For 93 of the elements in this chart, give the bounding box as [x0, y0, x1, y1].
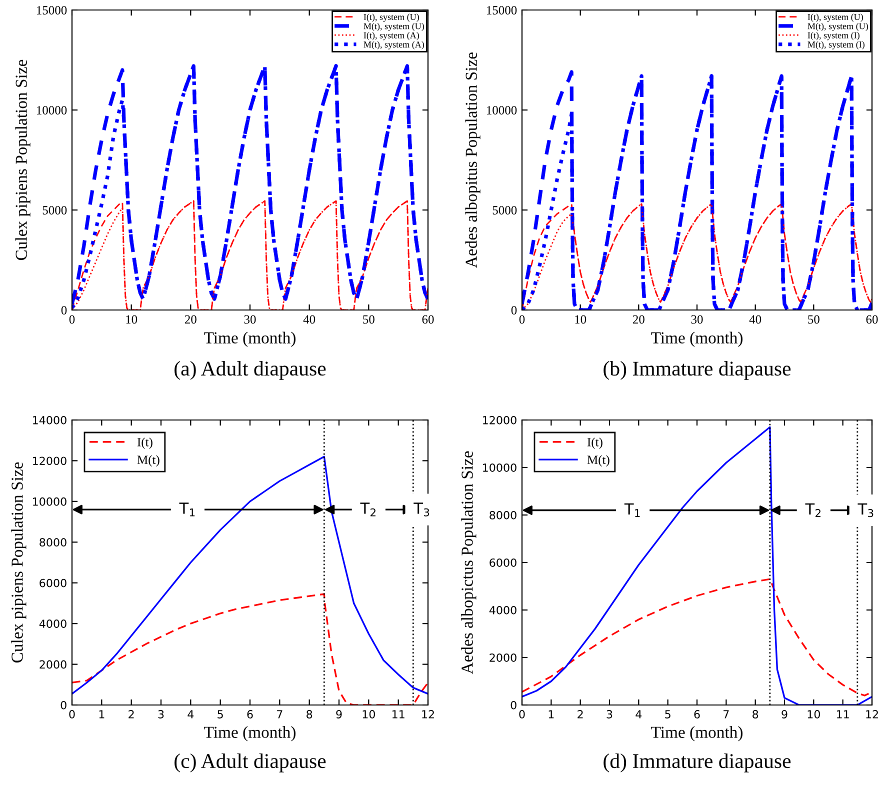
x-tick-label: 40 — [303, 315, 316, 324]
x-tick-label: 1 — [99, 710, 104, 718]
x-tick-label: 2 — [578, 710, 583, 718]
x-tick-label: 50 — [363, 315, 374, 324]
y-tick-label: 10000 — [33, 497, 66, 506]
y-tick-label: 4000 — [39, 620, 66, 628]
legend-label: M(t) — [587, 455, 610, 467]
x-tick-label: 6 — [694, 710, 700, 718]
y-tick-label: 10000 — [486, 106, 517, 114]
x-tick-label: 0 — [69, 315, 75, 324]
x-axis-title: Time (month) — [651, 332, 742, 347]
y-tick-label: 5000 — [492, 206, 517, 214]
annotation: T$_{1}$ — [624, 503, 640, 517]
x-tick-label: 0 — [69, 710, 75, 718]
x-tick-label: 10 — [126, 315, 138, 324]
y-tick-label: 6000 — [40, 578, 66, 588]
legend-label: I(t), system (U) — [808, 14, 863, 22]
x-tick-label: 8 — [752, 710, 758, 718]
y-tick-label: 2000 — [40, 660, 66, 669]
x-tick-label: 30 — [691, 315, 703, 324]
x-tick-label: 9 — [782, 710, 788, 718]
legend-label: M(t), system (U) — [364, 22, 424, 32]
x-tick-label: 10 — [575, 315, 586, 324]
text: (b) Immature diapause — [604, 361, 791, 380]
annotation: T$_{3}$ — [414, 502, 430, 516]
y-tick-label: 15000 — [36, 6, 67, 14]
annotation: T$_{2}$ — [805, 503, 820, 517]
legend-label: M(t), system (A) — [364, 41, 424, 50]
annotation: T$_{1}$ — [179, 502, 195, 516]
x-tick-label: 60 — [422, 315, 434, 324]
x-tick-label: 5 — [665, 710, 670, 718]
text: (a) Adult diapause — [174, 361, 326, 380]
y-tick-label: 6000 — [490, 558, 516, 567]
y-tick-label: 10000 — [36, 106, 67, 114]
x-tick-label: 8 — [306, 710, 312, 718]
x-tick-label: 0 — [519, 315, 525, 324]
x-tick-label: 4 — [636, 710, 642, 718]
legend-label: I(t) — [137, 438, 152, 449]
x-axis-title: Time (month) — [204, 332, 296, 347]
x-tick-label: 10 — [362, 710, 375, 718]
y-tick-label: 0 — [61, 306, 67, 314]
x-tick-label: 3 — [606, 710, 612, 718]
y-tick-label: 0 — [511, 306, 517, 314]
x-tick-label: 5 — [218, 710, 223, 718]
text: (d) Immature diapause — [604, 753, 791, 772]
x-tick-label: 20 — [632, 315, 644, 324]
y-tick-label: 4000 — [489, 606, 516, 614]
x-tick-label: 20 — [184, 315, 196, 324]
x-tick-label: 7 — [277, 710, 282, 718]
legend-label: I(t), system (U) — [364, 14, 419, 22]
x-tick-label: 3 — [158, 710, 164, 718]
x-tick-label: 0 — [519, 710, 525, 718]
legend-label: I(t), system (I) — [808, 32, 860, 40]
x-tick-label: 11 — [836, 710, 849, 718]
y-tick-label: 2000 — [490, 653, 516, 662]
y-tick-label: 10000 — [483, 463, 516, 472]
x-tick-label: 12 — [866, 710, 878, 718]
x-tick-label: 7 — [724, 710, 729, 718]
x-tick-label: 30 — [244, 315, 256, 324]
x-axis-title: Time (month) — [651, 726, 742, 742]
y-axis-title: Aedes albopictus Population Size — [461, 451, 476, 674]
x-tick-label: 9 — [336, 710, 342, 718]
annotation: T$_{3}$ — [858, 503, 874, 518]
x-tick-label: 1 — [548, 710, 554, 718]
y-tick-label: 5000 — [42, 206, 67, 214]
x-tick-label: 4 — [188, 710, 194, 718]
y-tick-label: 8000 — [490, 510, 516, 520]
text: (c) Adult diapause — [174, 753, 326, 772]
x-tick-label: 60 — [866, 315, 878, 324]
y-tick-label: 0 — [60, 700, 66, 710]
legend-label: M(t) — [137, 455, 160, 467]
x-tick-label: 6 — [247, 710, 253, 718]
y-axis-title: Aedes albopitus Population Size — [465, 52, 480, 268]
legend-label: I(t) — [587, 438, 602, 449]
legend-label: I(t), system (A) — [364, 32, 419, 40]
y-tick-label: 0 — [510, 700, 516, 710]
y-tick-label: 15000 — [486, 6, 517, 14]
x-tick-label: 11 — [392, 710, 404, 718]
x-tick-label: 40 — [749, 315, 762, 324]
y-axis-title: Culex pipiens Population Size — [11, 462, 26, 663]
y-tick-label: 14000 — [33, 416, 66, 424]
legend-label: M(t), system (U) — [808, 22, 868, 32]
legend-label: M(t), system (I) — [808, 41, 864, 50]
y-tick-label: 8000 — [40, 538, 66, 547]
x-tick-label: 50 — [808, 315, 820, 324]
y-axis-title: Culex pipiens Population Size — [15, 60, 30, 260]
x-axis-title: Time (month) — [204, 726, 296, 742]
x-tick-label: 10 — [808, 710, 820, 718]
y-tick-label: 12000 — [33, 456, 66, 466]
x-tick-label: 12 — [422, 710, 434, 718]
y-tick-label: 12000 — [483, 416, 516, 424]
annotation: T$_{2}$ — [360, 502, 376, 516]
x-tick-label: 2 — [128, 710, 134, 718]
